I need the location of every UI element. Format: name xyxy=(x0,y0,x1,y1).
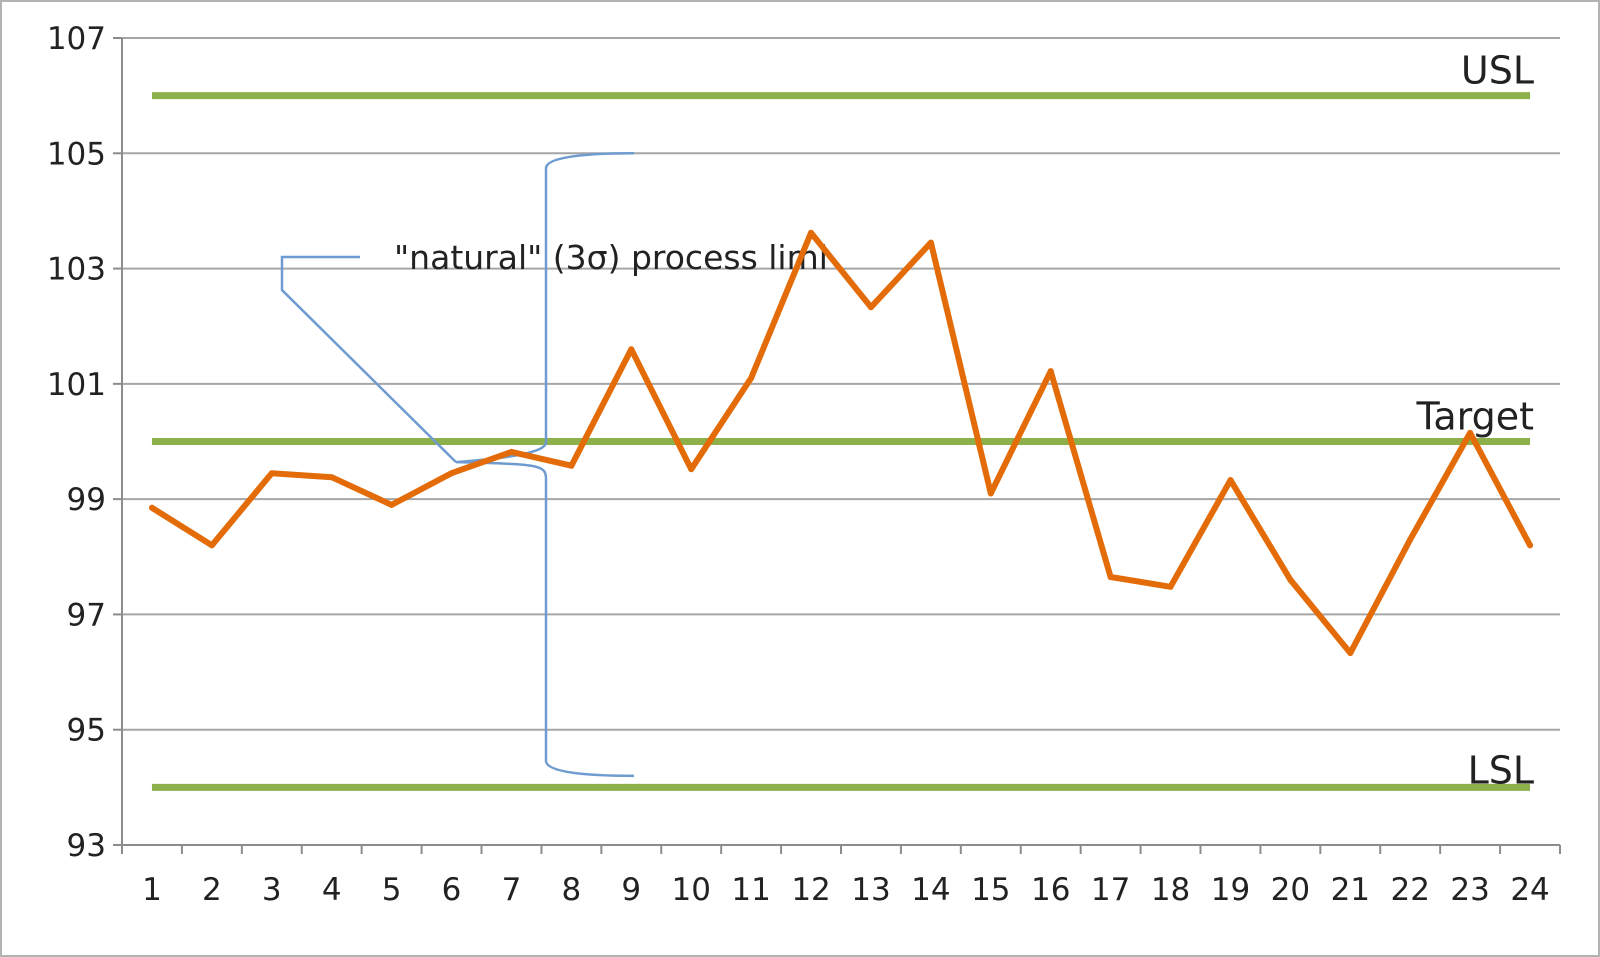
data-point xyxy=(1287,576,1294,583)
annotation-text: "natural" (3σ) process limi xyxy=(394,238,828,277)
x-tick-label: 4 xyxy=(322,872,342,908)
reference-lines: USL Target LSL xyxy=(151,49,1534,792)
data-point xyxy=(628,346,635,353)
annotation-leader xyxy=(280,255,457,464)
data-point xyxy=(808,229,815,236)
data-point xyxy=(1527,542,1534,549)
axes xyxy=(113,37,1561,854)
annotation-bracket xyxy=(455,152,635,778)
data-point xyxy=(1227,477,1234,484)
x-tick-label: 2 xyxy=(202,872,222,908)
x-tick-label: 1 xyxy=(142,872,162,908)
series-layer xyxy=(148,229,1534,657)
data-point xyxy=(568,462,575,469)
data-point xyxy=(208,542,215,549)
y-tick-label: 105 xyxy=(47,136,106,172)
x-tick-label: 23 xyxy=(1450,872,1489,908)
data-point xyxy=(268,470,275,477)
gridlines xyxy=(122,37,1560,731)
data-point xyxy=(1407,536,1414,543)
x-tick-label: 24 xyxy=(1510,872,1549,908)
data-point xyxy=(508,448,515,455)
x-tick-label: 17 xyxy=(1091,872,1130,908)
data-point xyxy=(1047,368,1054,375)
x-tick-label: 5 xyxy=(382,872,402,908)
y-tick-label: 97 xyxy=(67,597,106,633)
x-tick-label: 9 xyxy=(621,872,641,908)
x-tick-label: 22 xyxy=(1390,872,1429,908)
x-tick-label: 3 xyxy=(262,872,282,908)
x-tick-label: 7 xyxy=(502,872,522,908)
x-tick-label: 19 xyxy=(1211,872,1250,908)
y-tick-label: 93 xyxy=(67,828,106,864)
x-tick-label: 10 xyxy=(671,872,710,908)
annotation: "natural" (3σ) process limi xyxy=(280,152,828,778)
y-tick-label: 103 xyxy=(47,252,106,288)
x-tick-label: 13 xyxy=(851,872,890,908)
x-tick-label: 12 xyxy=(791,872,830,908)
x-tick-label: 15 xyxy=(971,872,1010,908)
data-point xyxy=(1107,573,1114,580)
y-tick-label: 99 xyxy=(67,482,106,518)
data-point xyxy=(927,239,934,246)
x-tick-label: 20 xyxy=(1271,872,1310,908)
series-line xyxy=(149,229,1533,656)
data-point xyxy=(987,490,994,497)
x-tick-label: 16 xyxy=(1031,872,1070,908)
data-point xyxy=(748,375,755,382)
data-point xyxy=(148,504,155,511)
y-tick-label: 95 xyxy=(67,713,106,749)
x-tick-label: 18 xyxy=(1151,872,1190,908)
y-tick-label: 101 xyxy=(47,367,106,403)
data-point xyxy=(1467,429,1474,436)
x-tick-label: 14 xyxy=(911,872,950,908)
data-point xyxy=(1167,583,1174,590)
ref-label-target: Target xyxy=(1415,395,1534,439)
data-point xyxy=(867,304,874,311)
data-point xyxy=(688,466,695,473)
x-tick-label: 11 xyxy=(731,872,770,908)
ref-label-lsl: LSL xyxy=(1468,748,1534,792)
data-point xyxy=(448,470,455,477)
x-tick-label: 8 xyxy=(562,872,582,908)
y-tick-label: 107 xyxy=(47,21,106,57)
data-point xyxy=(328,474,335,481)
data-point xyxy=(1347,650,1354,657)
data-point xyxy=(388,501,395,508)
x-tick-label: 6 xyxy=(442,872,462,908)
ref-label-usl: USL xyxy=(1461,49,1534,93)
x-tick-label: 21 xyxy=(1331,872,1370,908)
